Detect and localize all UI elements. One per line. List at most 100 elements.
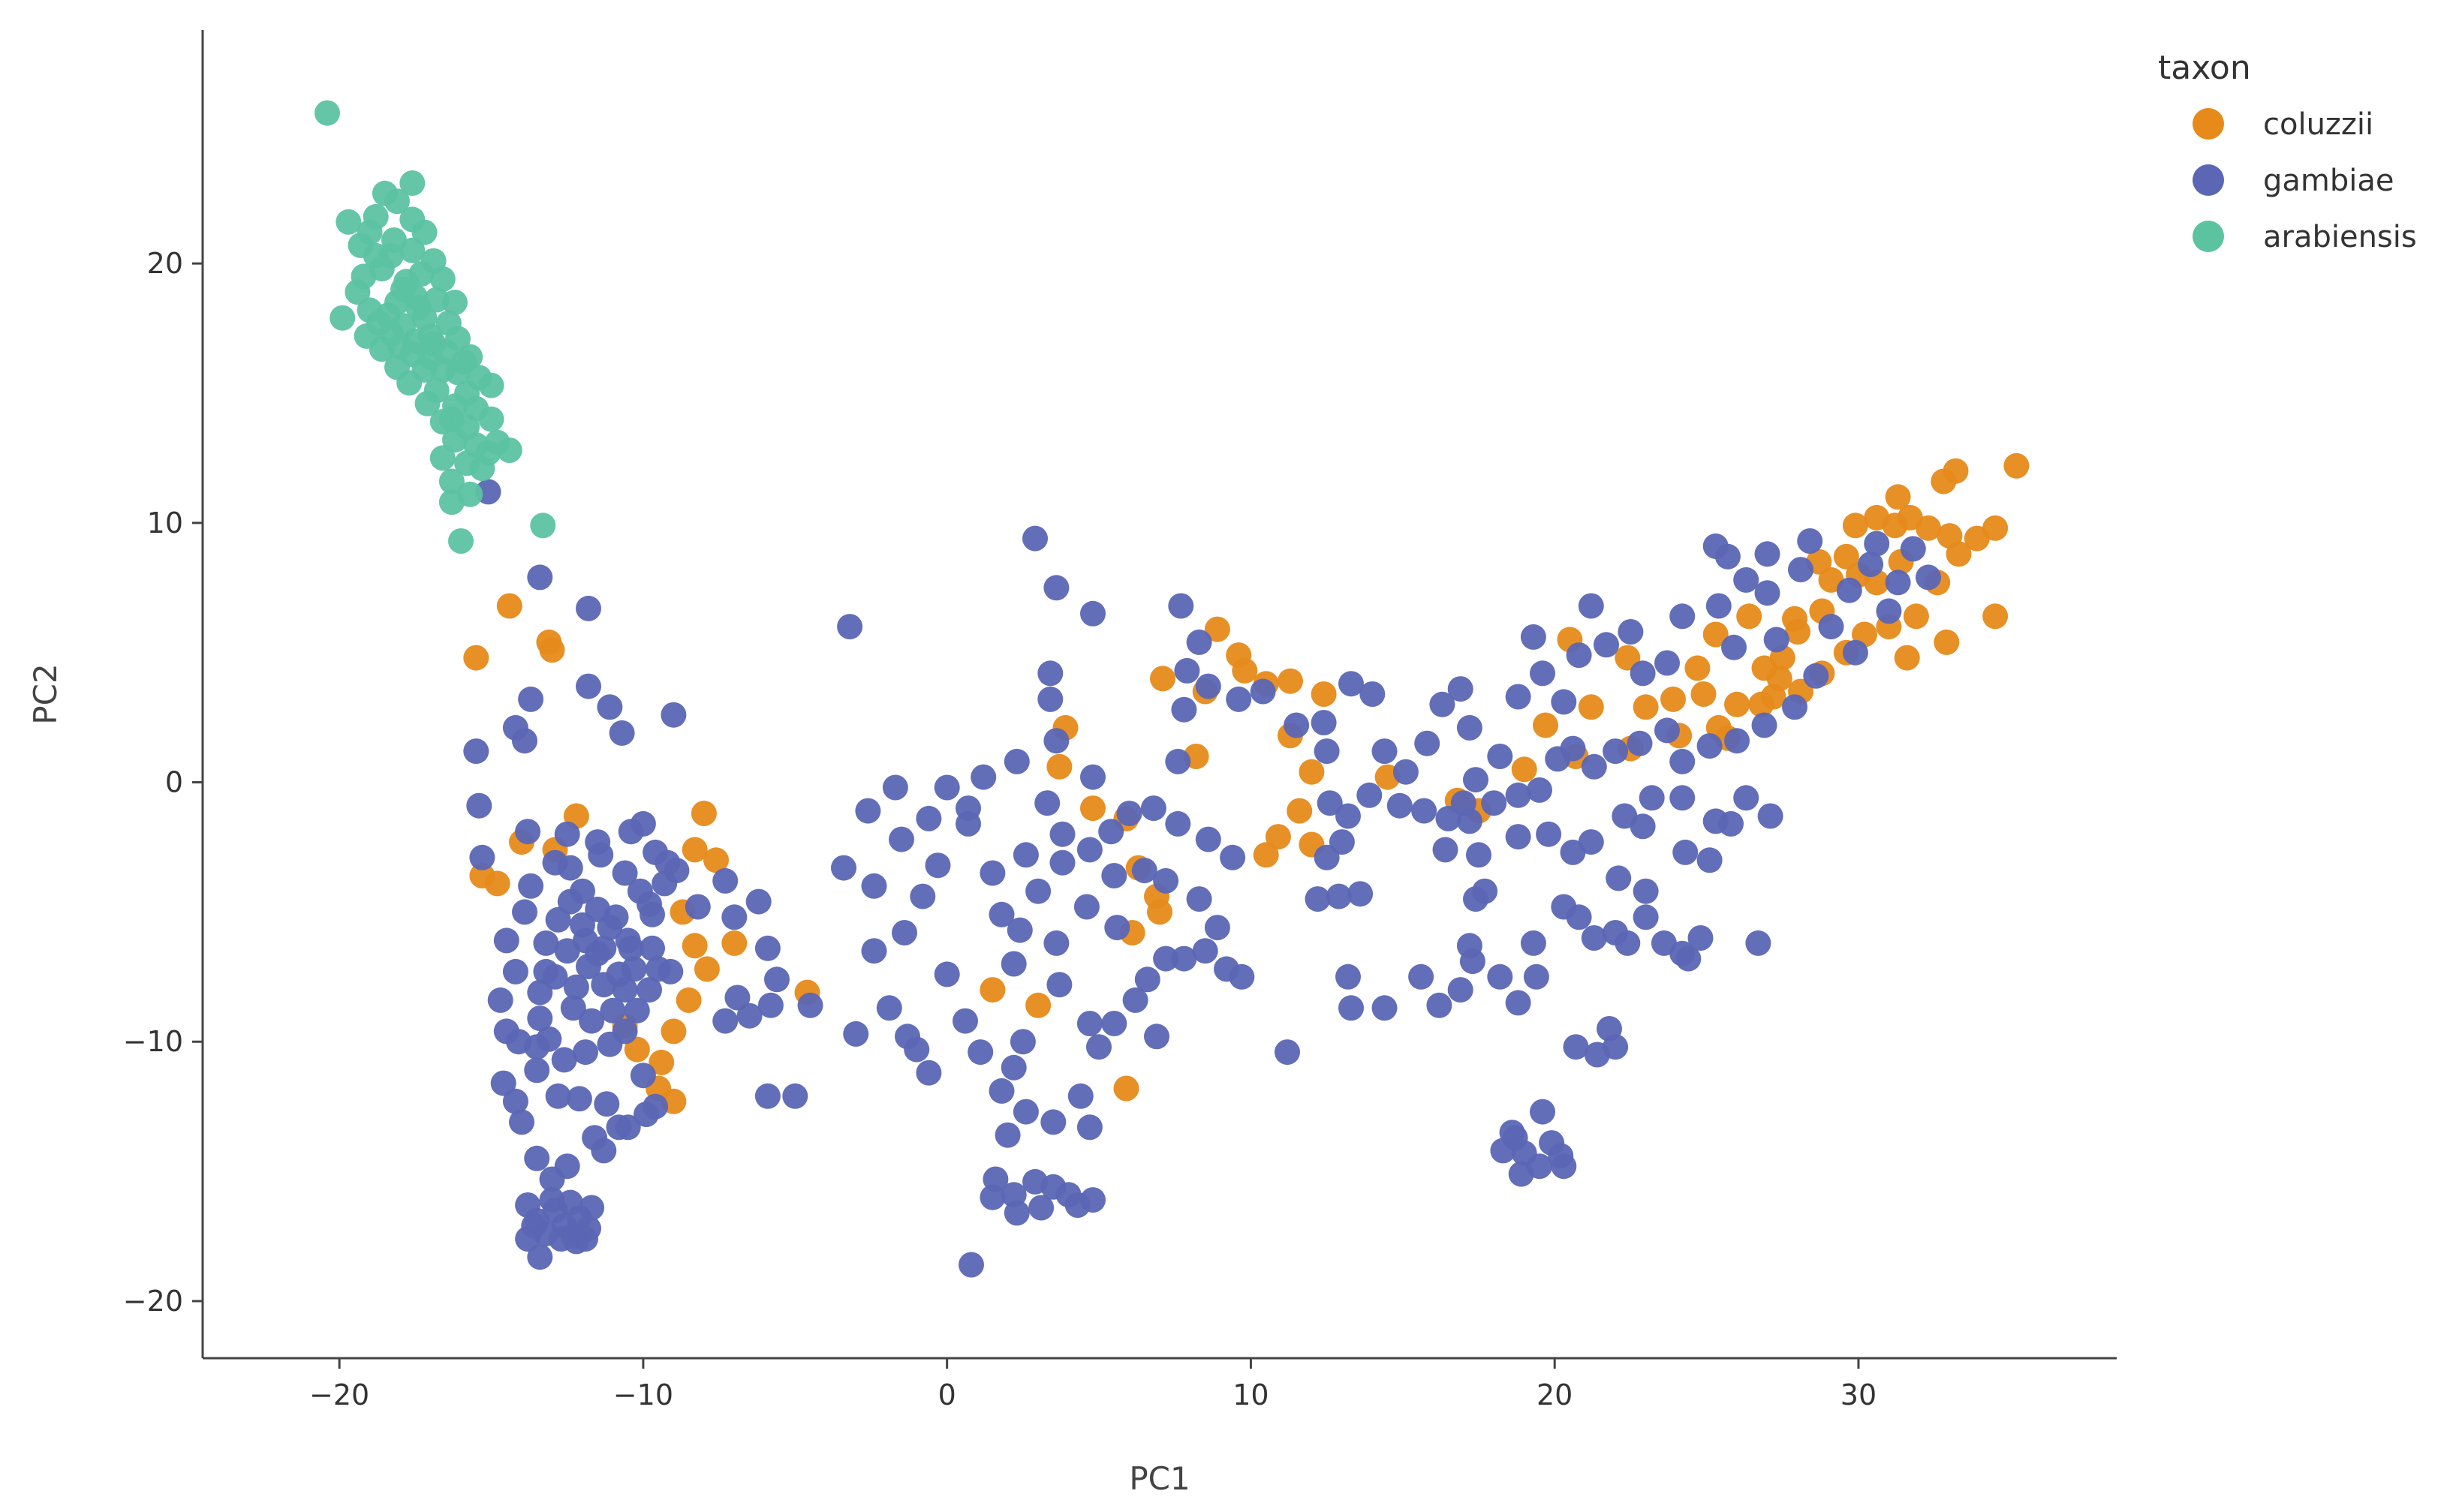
data-point [1566, 642, 1592, 669]
legend-label: arabiensis [2263, 220, 2417, 254]
data-point [661, 702, 687, 728]
data-point [1356, 782, 1383, 808]
data-point [1043, 930, 1070, 956]
data-point [1426, 992, 1452, 1018]
data-point [1220, 844, 1246, 870]
data-point [1836, 577, 1862, 603]
data-point [1134, 966, 1160, 993]
data-point [1618, 619, 1644, 645]
data-point [1386, 792, 1413, 819]
data-point [1733, 567, 1759, 593]
data-point [551, 1047, 577, 1073]
data-point [515, 819, 541, 845]
data-point [1411, 798, 1437, 824]
data-point [527, 1005, 553, 1032]
data-point [1934, 629, 1960, 655]
data-point [1578, 694, 1604, 720]
data-point [1305, 886, 1331, 912]
data-point [469, 455, 495, 482]
data-point [1073, 894, 1100, 920]
data-point [1080, 1187, 1106, 1213]
data-point [910, 883, 936, 909]
data-point [764, 966, 790, 993]
data-point [576, 673, 601, 699]
data-point [1034, 790, 1061, 816]
legend-items: coluzzii gambiae arabiensis [2193, 107, 2417, 254]
data-point [1165, 748, 1191, 774]
data-point [1371, 738, 1398, 765]
data-point [989, 1078, 1015, 1104]
data-point [1025, 992, 1052, 1018]
data-point [1195, 826, 1221, 852]
data-point [1520, 930, 1546, 956]
data-point [1429, 691, 1455, 717]
data-point [1669, 748, 1696, 774]
data-point [1842, 639, 1868, 666]
y-axis-title: PC2 [27, 663, 64, 724]
data-point [1150, 666, 1175, 692]
data-point [843, 1021, 869, 1047]
data-point [1581, 925, 1607, 951]
data-point [685, 894, 711, 920]
data-point [1782, 694, 1807, 720]
legend-title: taxon [2158, 49, 2251, 87]
data-point [1606, 865, 1632, 891]
data-point [1253, 842, 1279, 868]
data-point [554, 938, 580, 964]
data-point [691, 801, 717, 826]
data-point [1104, 915, 1130, 941]
data-point [1654, 650, 1680, 676]
data-point [594, 1091, 620, 1117]
data-point [618, 935, 644, 961]
data-point [953, 1008, 978, 1034]
data-point [712, 1008, 739, 1034]
y-tick-label: −10 [123, 1025, 183, 1058]
data-point [1204, 616, 1230, 642]
data-point [624, 997, 650, 1024]
data-point [466, 792, 492, 819]
data-point [579, 1008, 605, 1034]
data-point [1043, 728, 1070, 754]
data-point [1487, 744, 1513, 769]
data-point [1265, 824, 1291, 850]
data-point [1982, 603, 2009, 630]
data-point [1721, 634, 1747, 660]
data-point [1705, 593, 1732, 619]
data-point [490, 1070, 516, 1096]
data-point [390, 276, 417, 302]
data-point [676, 987, 702, 1013]
legend: taxon coluzzii gambiae arabiensis [2158, 49, 2417, 254]
data-point [889, 826, 914, 852]
data-point [1447, 676, 1473, 702]
data-point [1456, 933, 1482, 959]
data-point [1144, 1024, 1169, 1050]
data-point [831, 855, 856, 881]
data-point [463, 738, 489, 765]
data-point [797, 992, 823, 1018]
data-point [754, 1083, 781, 1109]
data-point [1147, 899, 1172, 925]
data-point [1335, 963, 1361, 990]
data-point [1876, 598, 1902, 624]
data-point [989, 901, 1015, 927]
data-point [484, 870, 510, 897]
data-point [336, 209, 362, 235]
data-point [1487, 963, 1513, 990]
data-point [1116, 801, 1142, 826]
data-point [1229, 963, 1255, 990]
data-point [1226, 686, 1252, 712]
data-point [1025, 878, 1052, 904]
data-point [1754, 541, 1780, 567]
data-point [637, 891, 662, 917]
data-point [1311, 681, 1337, 707]
data-point [1511, 756, 1537, 783]
data-point [527, 564, 553, 591]
data-point [1153, 945, 1179, 972]
data-point [694, 956, 720, 982]
data-point [429, 445, 456, 471]
data-point [861, 938, 887, 964]
data-point [1788, 557, 1813, 583]
data-point [643, 839, 669, 865]
data-point [1702, 808, 1729, 834]
